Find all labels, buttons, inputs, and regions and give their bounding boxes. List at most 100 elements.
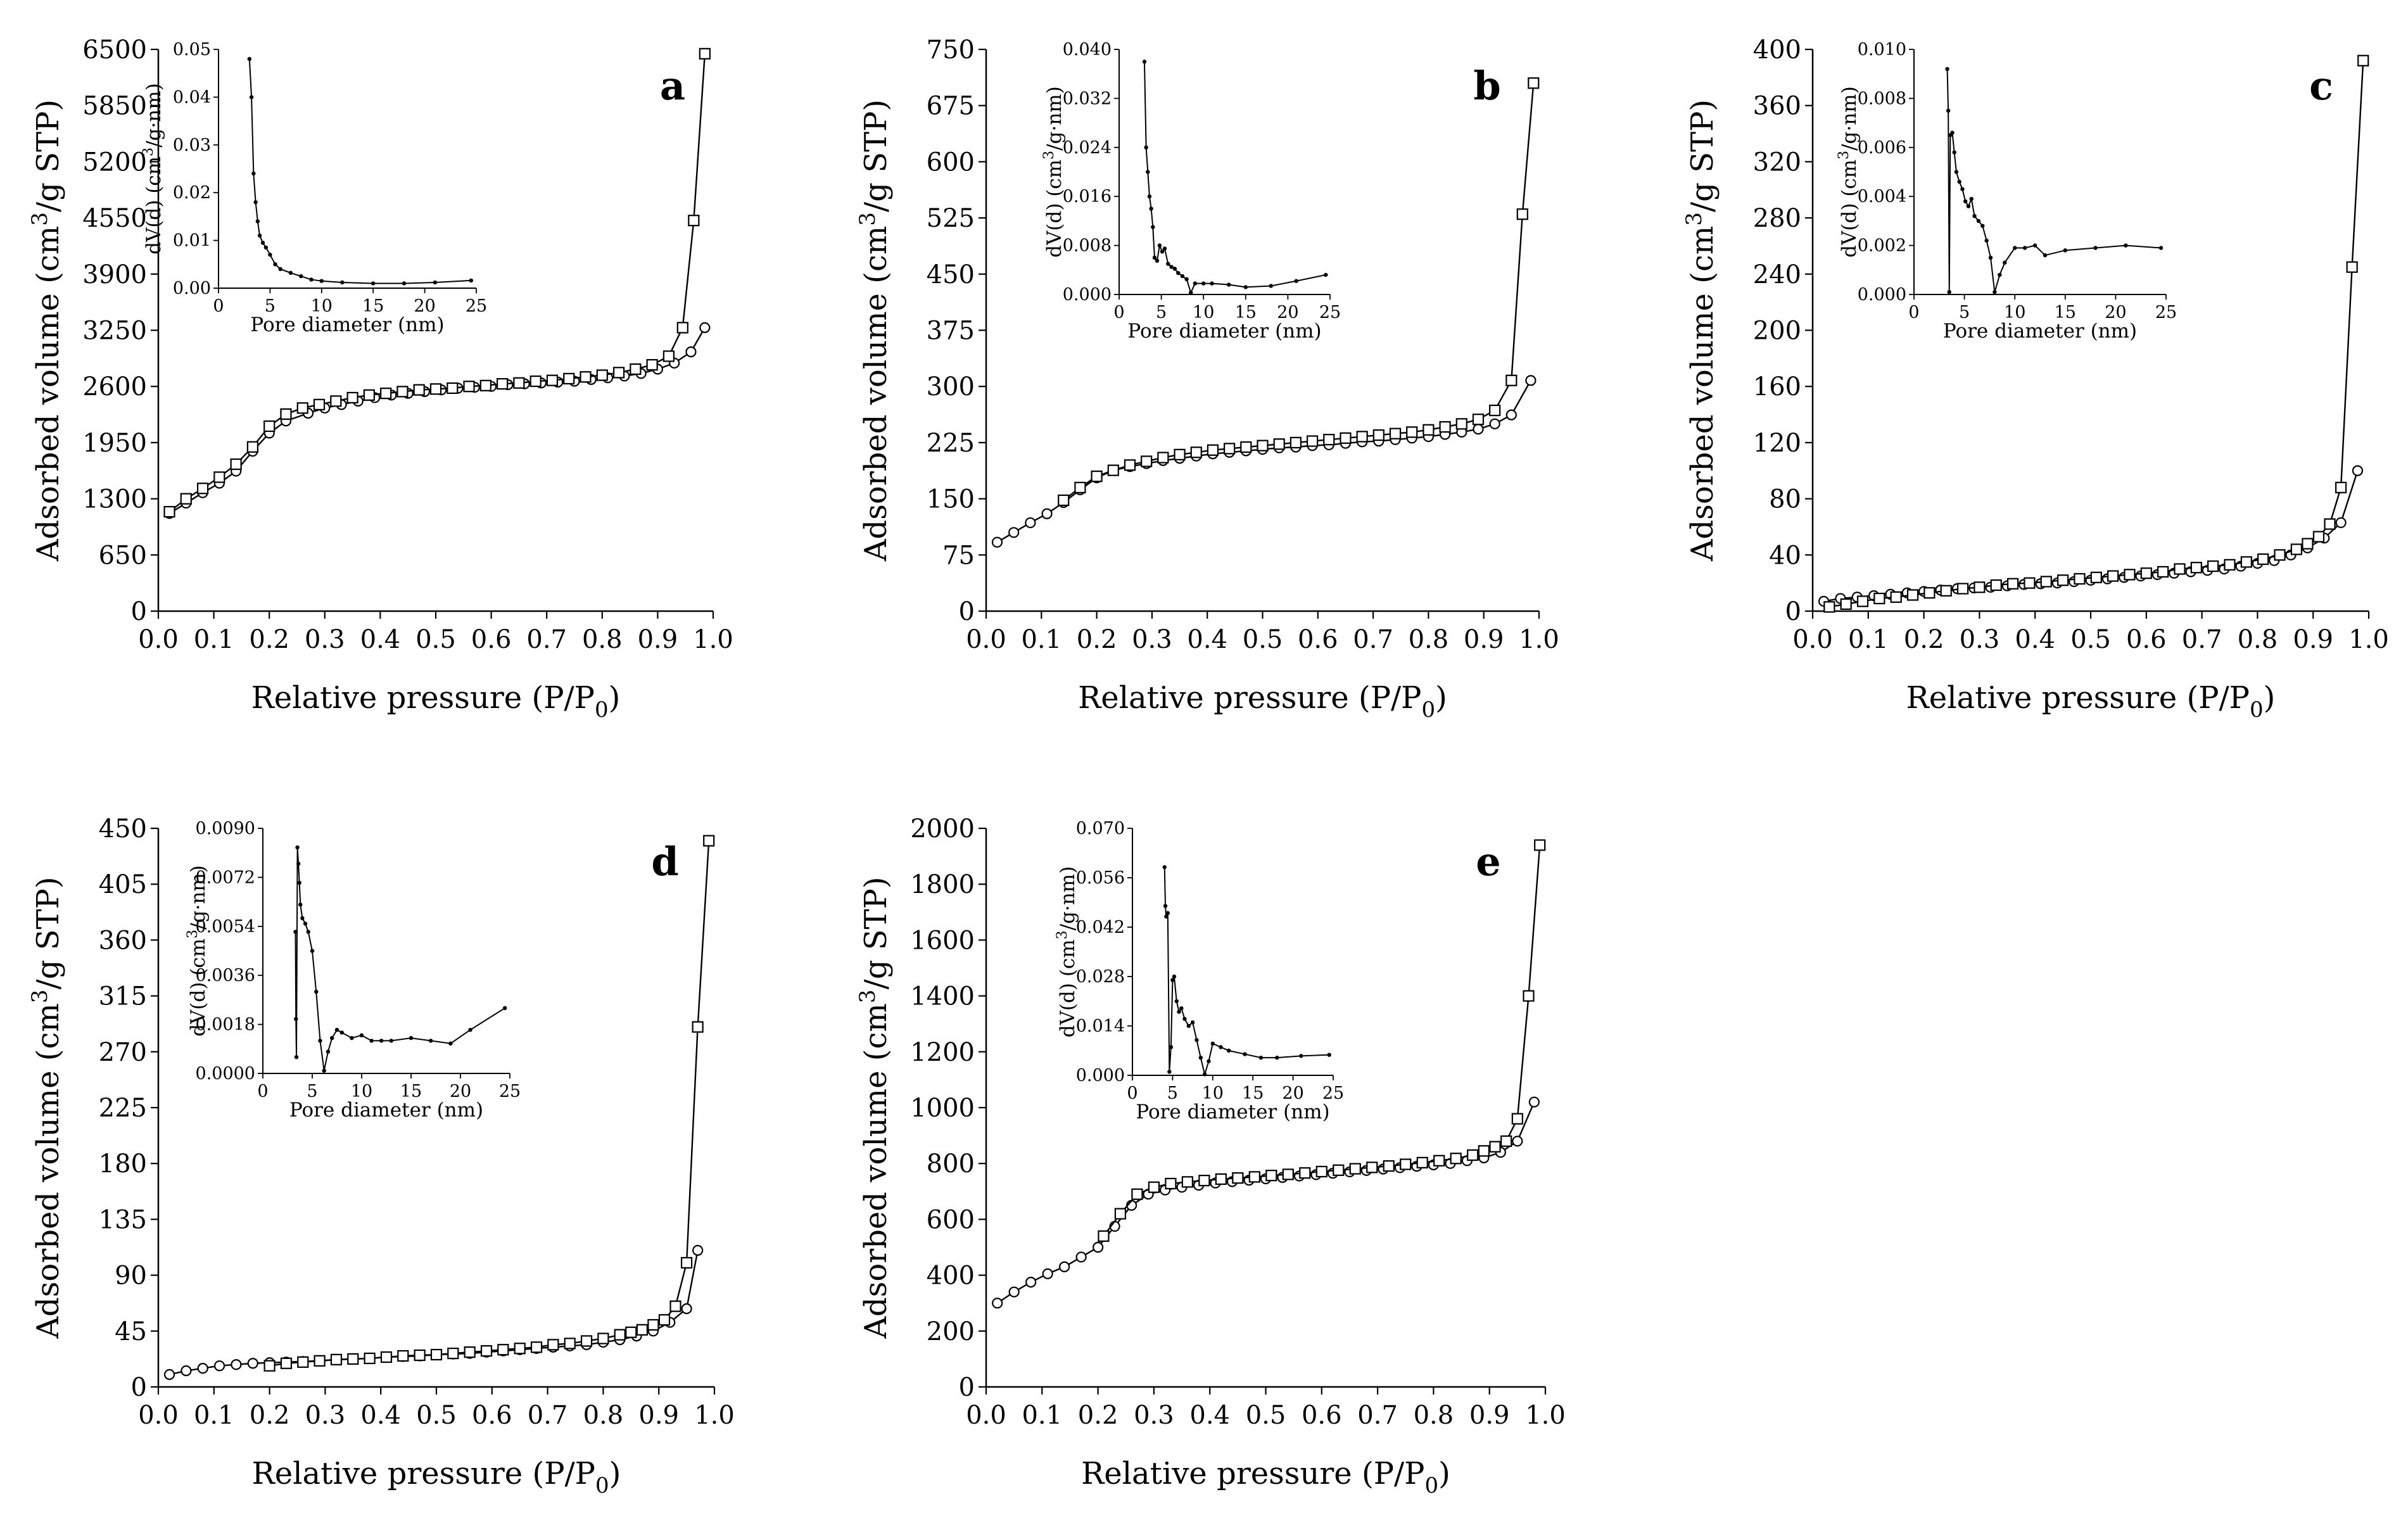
inset-data-point — [1998, 272, 2002, 277]
inset-data-point — [1160, 250, 1165, 254]
data-point-desorption — [1523, 990, 1535, 1002]
panel-letter: e — [1476, 838, 1500, 885]
inset-data-point — [1151, 225, 1155, 229]
inset-data-point — [330, 1035, 334, 1040]
inset-y-tick-label: 0.0054 — [196, 917, 255, 937]
inset-data-point — [1182, 1016, 1187, 1021]
x-tick-label: 0.0 — [138, 625, 179, 654]
inset-y-tick-label: 0.0090 — [196, 819, 255, 838]
x-tick-label: 0.6 — [1298, 625, 1338, 654]
data-point-adsorption — [992, 1298, 1003, 1309]
data-point-desorption — [1198, 1175, 1210, 1187]
data-point-adsorption — [685, 346, 697, 358]
data-point-desorption — [314, 1355, 326, 1367]
inset-series-line — [1143, 61, 1326, 294]
data-point-desorption — [280, 408, 292, 420]
data-point-desorption — [612, 367, 625, 379]
inset-data-point — [318, 1039, 322, 1043]
inset-data-point — [263, 245, 269, 250]
data-point-desorption — [1534, 839, 1546, 851]
y-tick-label: 315 — [99, 982, 147, 1011]
inset-data-point — [298, 902, 303, 907]
data-point-desorption — [1131, 1188, 1143, 1200]
y-axis-label: Adsorbed volume (cm3/g STP) — [855, 99, 894, 562]
data-point-desorption — [1823, 601, 1835, 613]
x-axis-label-close: ) — [2264, 680, 2276, 716]
data-point-desorption — [692, 1021, 704, 1033]
data-point-desorption — [1157, 452, 1169, 464]
x-tick-label: 0.3 — [1960, 625, 2000, 654]
inset-x-axis-label: Pore diameter (nm) — [250, 313, 444, 336]
inset-y-axis-label-rest: /g·nm) — [187, 865, 210, 930]
inset-data-point — [379, 1039, 384, 1043]
x-tick-label: 0.4 — [360, 1401, 401, 1430]
inset-data-point — [1142, 60, 1147, 64]
data-point-desorption — [1333, 1164, 1345, 1176]
data-point-desorption — [1299, 1167, 1311, 1179]
inset-data-point — [1163, 904, 1168, 908]
inset-chart: 0.0000 0.0018 0.0036 0.0054 0.0072 0.0090 0 5 10… — [185, 819, 521, 1122]
inset-data-point — [1174, 999, 1179, 1004]
inset-data-point — [1207, 1059, 1211, 1063]
inset-data-point — [1152, 255, 1157, 260]
x-tick-label: 0.2 — [1077, 625, 1117, 654]
y-tick-label: 360 — [99, 926, 147, 955]
inset-data-point — [1984, 238, 1989, 243]
data-point-desorption — [1232, 1172, 1244, 1184]
inset-data-point — [251, 171, 256, 176]
inset-data-point — [273, 262, 277, 267]
inset-y-axis-label-rest: /g·nm) — [1056, 866, 1079, 931]
y-tick-label: 450 — [99, 814, 147, 844]
inset-data-point — [1219, 1045, 1223, 1049]
x-tick-label: 1.0 — [694, 1401, 735, 1430]
data-point-desorption — [246, 441, 259, 453]
inset-data-point — [1963, 199, 1968, 204]
inset-y-tick-label: 0.03 — [173, 136, 211, 155]
data-point-desorption — [1400, 1158, 1412, 1170]
y-tick-label: 0 — [1785, 597, 1801, 626]
inset-data-point — [255, 219, 260, 224]
inset-data-point — [1327, 1053, 1331, 1057]
y-tick-label: 650 — [99, 541, 147, 570]
x-axis-label-subscript: 0 — [595, 697, 609, 723]
inset-data-point — [294, 1055, 299, 1059]
data-point-adsorption — [2352, 465, 2364, 476]
data-point-desorption — [563, 372, 575, 385]
data-point-desorption — [636, 1324, 648, 1336]
x-tick-label: 0.9 — [1464, 625, 1504, 654]
data-point-desorption — [1148, 1181, 1160, 1193]
y-tick-label: 200 — [1753, 317, 1801, 346]
inset-data-point — [1294, 279, 1298, 283]
inset-data-point — [1186, 1023, 1191, 1028]
data-point-desorption — [1290, 436, 1302, 449]
inset-data-point — [468, 1028, 472, 1032]
inset-data-point — [1202, 1072, 1207, 1077]
inset-data-point — [1952, 150, 1956, 155]
data-point-desorption — [263, 420, 276, 433]
inset-y-tick-label: 0.056 — [1076, 868, 1125, 888]
y-tick-label: 525 — [927, 204, 975, 233]
inset-data-point — [1179, 1006, 1184, 1011]
inset-data-point — [300, 916, 305, 921]
inset-data-point — [1170, 978, 1175, 982]
data-point-desorption — [1315, 1165, 1328, 1178]
data-point-desorption — [1856, 595, 1869, 607]
inset-data-point — [2032, 243, 2037, 248]
data-point-desorption — [2006, 578, 2019, 590]
inset-data-point — [1189, 290, 1193, 295]
y-tick-label: 2000 — [910, 814, 975, 844]
inset-data-point — [293, 930, 298, 934]
inset-data-point — [1162, 865, 1167, 870]
data-point-desorption — [1372, 429, 1385, 441]
x-tick-label: 0.2 — [250, 1401, 290, 1430]
data-point-adsorption — [1059, 1261, 1070, 1272]
inset-data-point — [249, 95, 254, 99]
y-tick-label: 600 — [927, 148, 975, 177]
inset-data-point — [1172, 974, 1177, 979]
data-point-desorption — [2090, 571, 2102, 583]
inset-data-point — [1177, 1009, 1181, 1014]
y-tick-label: 135 — [99, 1205, 147, 1234]
data-point-desorption — [447, 1347, 459, 1360]
